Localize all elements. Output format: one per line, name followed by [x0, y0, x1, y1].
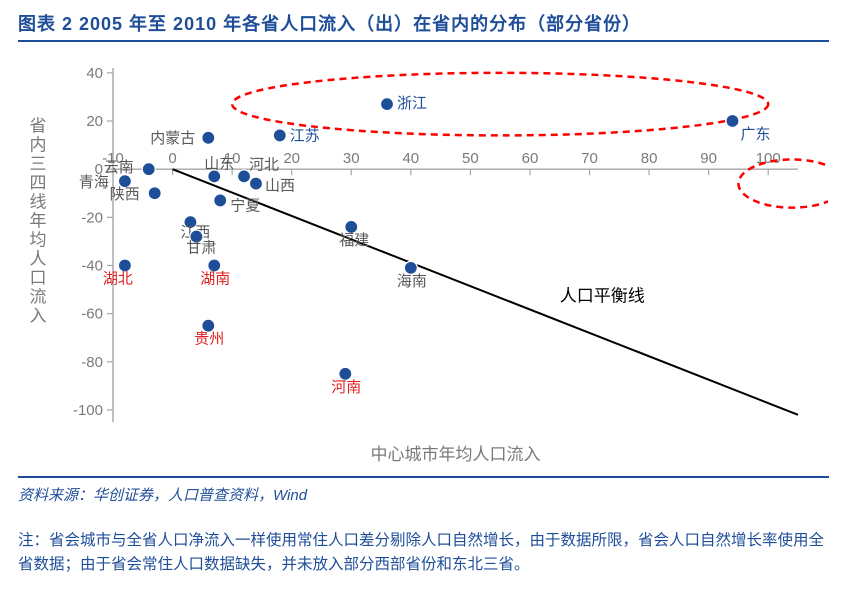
y-tick-label: 40	[86, 65, 103, 82]
data-point	[142, 163, 155, 176]
figure-container: 图表 2 2005 年至 2010 年各省人口流入（出）在省内的分布（部分省份）…	[0, 0, 847, 589]
figure-title: 图表 2 2005 年至 2010 年各省人口流入（出）在省内的分布（部分省份）	[18, 14, 641, 34]
x-tick-label: 90	[700, 150, 717, 167]
data-point	[214, 194, 227, 207]
data-point	[202, 131, 215, 144]
scatter-chart: -100102030405060708090100-100-80-60-40-2…	[18, 50, 828, 470]
y-tick-label: -60	[81, 306, 103, 323]
point-label: 河北	[249, 156, 279, 173]
data-point	[381, 98, 394, 111]
point-label: 广东	[740, 126, 770, 143]
data-point	[273, 129, 286, 142]
x-tick-label: 0	[168, 150, 176, 167]
x-tick-label: 80	[641, 150, 658, 167]
y-axis-label-char: 三	[30, 155, 47, 174]
y-axis-label-char: 人	[30, 250, 47, 269]
y-tick-label: -20	[81, 209, 103, 226]
y-tick-label: -40	[81, 257, 103, 274]
data-point	[726, 114, 739, 127]
y-axis-label-char: 年	[30, 212, 47, 231]
y-axis-label-char: 四	[30, 174, 47, 193]
y-tick-label: 20	[86, 113, 103, 130]
data-point	[249, 177, 262, 190]
point-label: 甘肃	[186, 240, 216, 257]
title-bar: 图表 2 2005 年至 2010 年各省人口流入（出）在省内的分布（部分省份）	[18, 10, 829, 42]
point-label: 浙江	[397, 95, 427, 112]
y-tick-label: -80	[81, 354, 103, 371]
x-tick-label: 20	[283, 150, 300, 167]
data-point	[148, 187, 161, 200]
point-label: 河南	[331, 379, 361, 396]
y-tick-label: -100	[73, 402, 103, 419]
point-label: 江苏	[290, 127, 320, 144]
point-label: 湖南	[200, 270, 230, 287]
point-label: 山西	[265, 178, 295, 195]
y-axis-label-char: 入	[30, 307, 47, 326]
point-label: 陕西	[110, 186, 140, 203]
y-axis-label-char: 流	[30, 288, 47, 307]
point-label: 宁夏	[230, 197, 260, 214]
x-tick-label: 70	[581, 150, 598, 167]
x-tick-label: 50	[462, 150, 479, 167]
point-label: 湖北	[103, 270, 133, 287]
point-label: 山东	[204, 155, 234, 172]
x-axis-label: 中心城市年均人口流入	[371, 445, 541, 464]
point-label: 青海	[79, 174, 109, 191]
x-tick-label: 40	[402, 150, 419, 167]
chart-area: -100102030405060708090100-100-80-60-40-2…	[18, 50, 829, 470]
y-axis-label-char: 省	[30, 117, 47, 136]
y-axis-label-char: 内	[30, 136, 47, 155]
y-axis-label-char: 口	[30, 269, 47, 288]
y-axis-label-char: 线	[30, 193, 47, 212]
point-label: 内蒙古	[150, 130, 195, 147]
source-line: 资料来源：华创证券，人口普查资料，Wind	[18, 476, 829, 505]
balance-line-label: 人口平衡线	[560, 287, 645, 306]
point-label: 贵州	[194, 331, 224, 348]
x-tick-label: 60	[522, 150, 539, 167]
point-label: 福建	[339, 232, 369, 249]
point-label: 海南	[397, 273, 427, 290]
x-tick-label: 30	[343, 150, 360, 167]
y-axis-label-char: 均	[30, 231, 47, 250]
footnote: 注：省会城市与全省人口净流入一样使用常住人口差分剔除人口自然增长，由于数据所限，…	[18, 529, 829, 577]
